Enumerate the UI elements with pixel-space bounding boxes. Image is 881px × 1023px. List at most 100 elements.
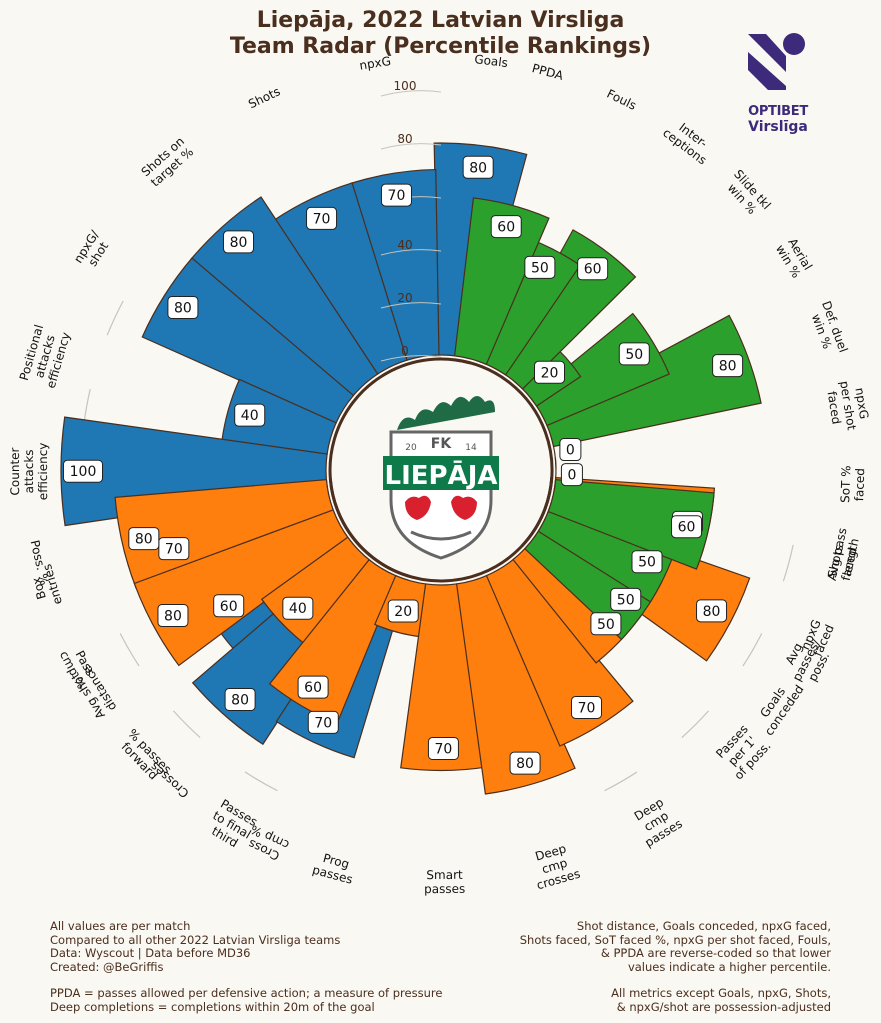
grid-arc-1 [106,300,124,336]
value-label-attack-0: 80 [462,155,494,179]
category-label-attack-1: npxG [358,54,391,73]
category-label-defense-10: PPDA [531,61,566,83]
svg-text:0: 0 [567,468,576,484]
value-label-defense-7: 20 [533,360,565,384]
svg-text:60: 60 [304,680,322,696]
svg-text:80: 80 [469,160,487,176]
value-label-defense-5: 80 [712,354,744,378]
category-label-attack-2: Shots [246,84,282,111]
value-label-possession-6: 80 [509,751,541,775]
svg-text:80: 80 [703,604,721,620]
radial-tick-40: 40 [397,238,412,252]
value-label-attack-6: 100 [63,459,104,483]
svg-text:80: 80 [516,756,534,772]
grid-arc-7 [742,633,763,667]
svg-text:20: 20 [541,365,559,381]
optibet-logo-mark [748,33,805,90]
category-labels: Goals npxG Shots Shots ontarget % npxG/shot P… [8,52,872,896]
value-label-attack-1: 70 [380,183,412,207]
value-label-possession-3: 60 [297,675,329,699]
footnote-left-definitions: PPDA = passes allowed per defensive acti… [50,986,443,1014]
value-label-attack-4: 80 [167,295,199,319]
value-label-defense-1: 50 [631,550,663,574]
group-arc-defense [453,358,554,548]
svg-text:80: 80 [174,300,192,316]
svg-text:0: 0 [566,443,575,459]
svg-text:80: 80 [135,532,153,548]
category-label-possession-5: Smart passes [424,868,465,896]
category-label-defense-0: Goalsconceded [750,674,806,738]
svg-text:20: 20 [394,604,412,620]
value-label-attack-9: 80 [224,687,256,711]
team-badge-logo: FK 20 14 LIEPĀJA [383,396,499,560]
svg-text:80: 80 [230,235,248,251]
optibet-logo-line1: OPTIBET [748,104,808,119]
category-label-attack-4: npxG/shot [71,227,114,273]
radial-tick-0: 0 [401,344,409,358]
radial-gridline-20 [380,302,442,309]
grid-arc-2 [119,633,140,667]
category-label-possession-4: Progpasses [311,849,358,887]
group-arcs [83,300,794,792]
svg-text:50: 50 [597,617,615,633]
value-label-attack-2: 70 [306,206,338,230]
optibet-logo-line2: Virslīga [748,119,808,135]
category-label-defense-8: Inter-ceptions [660,114,717,167]
footnote-right-adjustment: All metrics except Goals, npxG, Shots, &… [611,986,831,1014]
value-label-defense-10: 60 [490,215,522,239]
category-label-possession-6: Deepcmpcrosses [527,840,582,893]
footnote-right: Shot distance, Goals conceded, npxG face… [519,919,831,974]
category-label-defense-5: Def. duelwin % [806,299,851,359]
category-label-attack-0: Goals [474,52,509,70]
svg-text:60: 60 [678,520,696,536]
svg-text:50: 50 [638,555,656,571]
value-label-defense-2: 60 [671,515,703,539]
badge-year-right: 14 [465,443,477,453]
svg-text:80: 80 [231,692,249,708]
category-label-defense-6: Aerialwin % [773,235,816,280]
svg-text:50: 50 [617,592,635,608]
grid-arc-6 [681,710,709,738]
category-label-attack-6: Counterattacksefficiency [8,443,50,501]
svg-text:60: 60 [584,262,602,278]
category-label-possession-7: Deepcmppasses [628,793,685,850]
bar-attack-2 [273,182,408,376]
value-label-possession-5: 70 [427,736,459,760]
value-label-defense-8: 60 [577,257,609,281]
bar-defense-10 [453,197,550,366]
svg-text:80: 80 [719,359,737,375]
bar-defense-2 [547,478,715,570]
optibet-logo: OPTIBET Virslīga [738,100,818,135]
category-label-defense-4: npxGper shotfaced [823,378,872,434]
svg-text:100: 100 [70,464,97,480]
category-label-defense-7: Slide tklwin % [721,167,774,221]
value-label-possession-4: 20 [387,599,419,623]
category-label-defense-9: Fouls [605,87,639,113]
bar-possession-6 [455,574,576,795]
value-label-defense-9: 50 [524,255,556,279]
radial-gridline-100 [380,90,442,97]
svg-text:70: 70 [165,542,183,558]
svg-text:60: 60 [497,220,515,236]
bar-possession-0 [114,478,335,590]
radial-gridline-0 [380,355,442,362]
svg-text:40: 40 [289,601,307,617]
chart-title: Liepāja, 2022 Latvian Virsliga [256,8,625,33]
radial-gridline-80 [380,143,442,150]
radial-gridline-40 [380,249,442,256]
value-label-possession-9: 80 [696,599,728,623]
badge-name-text: LIEPĀJA [385,459,498,491]
svg-text:80: 80 [164,609,182,625]
radial-tick-80: 80 [397,132,412,146]
bar-defense-6 [529,312,670,427]
svg-text:60: 60 [220,599,238,615]
badge-fk-text: FK [431,436,453,452]
value-label-attack-8: 60 [213,594,245,618]
grid-arc-3 [173,710,201,738]
category-label-attack-3: Shots ontarget % [139,134,197,190]
bar-attack-5 [221,378,337,456]
svg-text:40: 40 [241,408,259,424]
value-label-attack-7: 70 [158,537,190,561]
radial-tick-100: 100 [394,79,417,93]
